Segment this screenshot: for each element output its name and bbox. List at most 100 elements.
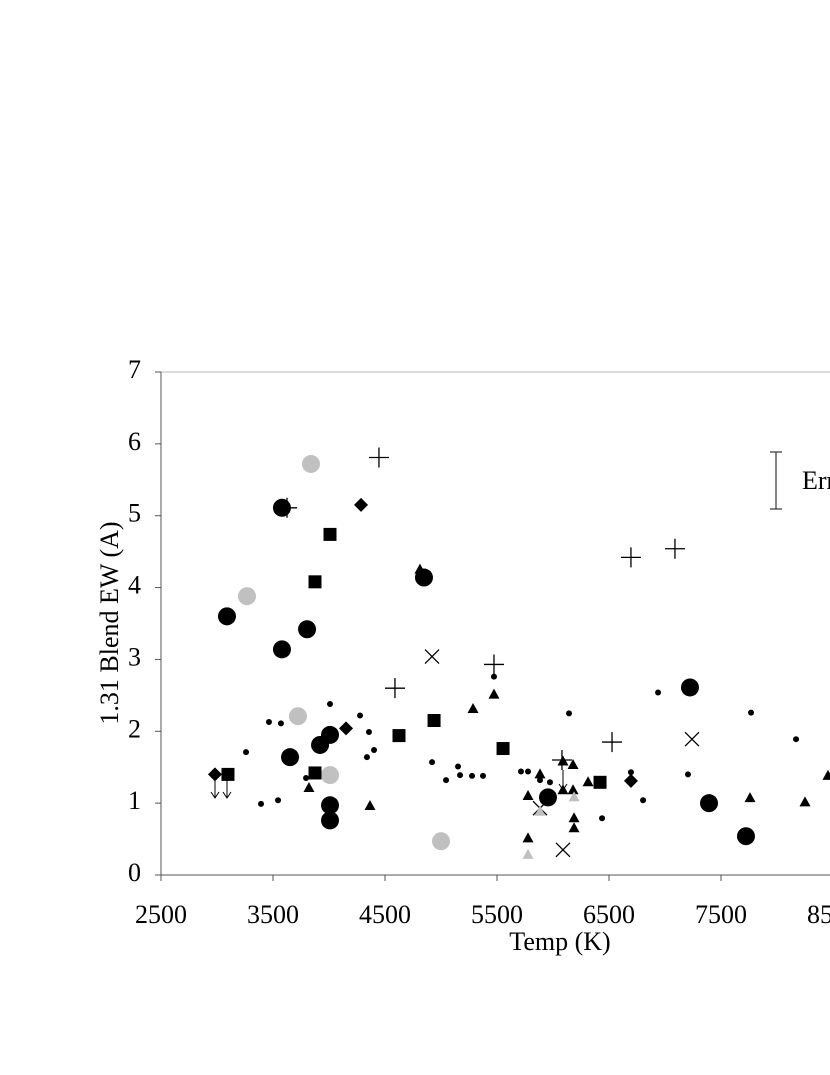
point [363,754,370,761]
point [275,797,282,804]
point [392,729,406,743]
point [534,805,546,816]
point [534,768,546,779]
point [265,718,272,725]
point [793,736,800,743]
point [480,772,486,779]
point [799,796,811,807]
point [602,732,623,753]
point [568,812,580,823]
point [555,842,571,858]
point [469,772,476,779]
point [288,707,307,726]
y-tick-label: 4 [128,571,141,600]
error-indicator [770,451,782,510]
point [684,731,700,747]
point [432,832,450,851]
point [538,788,557,807]
y-tick-label: 3 [128,642,141,671]
x-tick-label: 7500 [695,900,747,929]
point [308,766,322,780]
point [640,797,647,804]
point [217,607,236,626]
point [457,772,464,779]
point [822,769,830,780]
y-tick-label: 7 [128,355,141,384]
x-tick-label: 4500 [359,900,411,929]
point [238,587,257,606]
y-tick-label: 6 [128,427,141,456]
point [243,749,250,756]
point [277,720,284,727]
point [744,792,756,803]
point [207,767,222,782]
point [354,497,369,512]
y-tick-label: 2 [128,714,141,743]
point [258,800,265,807]
point [623,773,638,788]
point [221,767,235,781]
point [684,771,691,778]
point [566,710,573,717]
x-tick-label: 6500 [583,900,635,929]
x-tick-label: 3500 [247,900,299,929]
point [525,768,532,775]
point [298,620,317,639]
point [321,811,340,830]
x-axis-title: Temp (K) [509,927,610,956]
y-tick-label: 1 [128,786,141,815]
point [522,848,534,859]
point [620,547,641,568]
point [308,575,322,589]
point [424,649,440,665]
point [568,791,580,802]
point [414,563,426,574]
point [321,766,340,785]
point [557,784,569,795]
point [593,775,607,789]
point [371,746,378,753]
point [281,748,300,767]
y-tick-label: 0 [128,858,141,887]
point [567,759,579,770]
point [321,796,340,815]
point [455,763,462,770]
point [277,497,297,518]
point [303,774,310,781]
point [546,779,553,786]
x-tick-label: 8500 [807,900,830,929]
point [627,769,634,776]
x-tick-label: 5500 [471,900,523,929]
y-tick-label: 5 [128,499,141,528]
point [303,782,315,793]
point [557,755,569,766]
point [700,794,719,813]
point [327,700,334,707]
point [496,742,510,756]
point [443,777,450,784]
point [517,768,524,775]
point [582,776,594,787]
error-label: Error [802,466,830,495]
point [272,640,291,659]
point [748,709,755,716]
point [429,759,436,766]
point [323,527,337,541]
point [364,800,376,811]
point [567,784,579,795]
point [736,827,755,846]
point [467,703,479,714]
point [655,689,662,696]
upper-limit-arrows [210,770,568,799]
point [522,832,534,843]
point [483,654,504,675]
point [357,712,364,719]
point [368,447,389,468]
point [522,789,534,800]
point [568,822,580,833]
point [488,688,500,699]
point [384,678,405,699]
point [301,454,320,473]
